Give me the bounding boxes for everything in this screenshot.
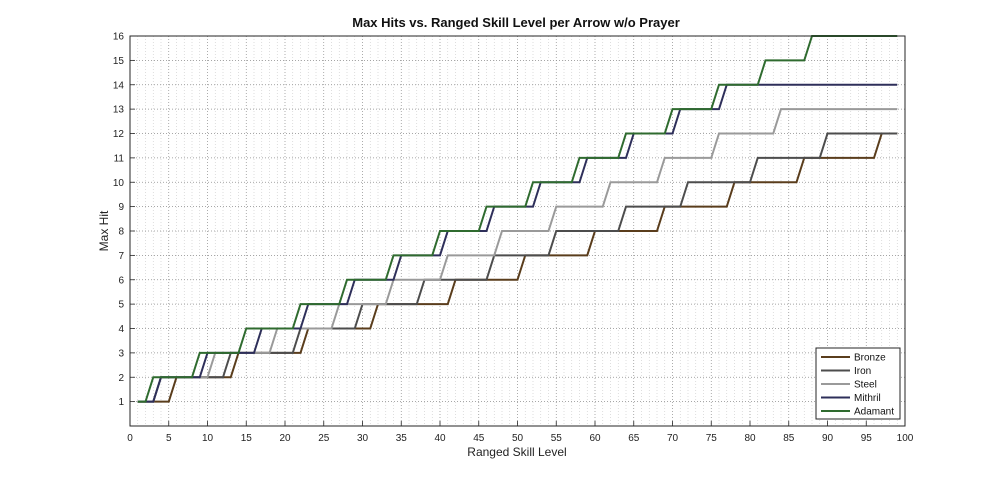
series-layer xyxy=(137,35,898,403)
legend-label-bronze: Bronze xyxy=(854,353,886,364)
x-tick-label: 10 xyxy=(202,433,214,444)
y-axis-label: Max Hit xyxy=(97,210,111,251)
y-tick-label: 8 xyxy=(118,227,124,238)
y-tick-label: 6 xyxy=(118,275,124,286)
x-tick-label: 25 xyxy=(318,433,330,444)
series-line-steel xyxy=(137,108,898,403)
x-tick-label: 45 xyxy=(473,433,485,444)
y-tick-label: 4 xyxy=(118,324,124,335)
y-tick-label: 11 xyxy=(114,153,125,164)
x-tick-label: 70 xyxy=(667,433,679,444)
y-tick-label: 5 xyxy=(118,300,124,311)
chart-title: Max Hits vs. Ranged Skill Level per Arro… xyxy=(352,15,680,30)
series-line-adamant xyxy=(137,35,898,403)
y-tick-label: 1 xyxy=(118,397,124,408)
y-tick-label: 12 xyxy=(113,129,125,140)
x-tick-label: 65 xyxy=(628,433,640,444)
x-tick-label: 75 xyxy=(706,433,718,444)
legend-label-steel: Steel xyxy=(854,380,877,391)
x-tick-label: 60 xyxy=(589,433,601,444)
legend[interactable]: Bronze Iron Steel Mithril Adamant xyxy=(815,347,901,420)
x-tick-label: 80 xyxy=(744,433,756,444)
x-tick-label: 100 xyxy=(897,433,914,444)
x-tick-label: 40 xyxy=(434,433,446,444)
y-tick-label: 7 xyxy=(118,251,124,262)
y-tick-label: 15 xyxy=(113,56,125,67)
x-tick-label: 35 xyxy=(396,433,408,444)
x-axis: 0 5 10 15 20 25 30 35 40 45 50 55 60 65 70 75 80 85 90 95 10… xyxy=(127,421,914,444)
x-tick-label: 30 xyxy=(357,433,369,444)
y-tick-label: 10 xyxy=(113,178,125,189)
legend-label-iron: Iron xyxy=(854,366,871,377)
x-tick-label: 5 xyxy=(166,433,172,444)
x-axis-label: Ranged Skill Level xyxy=(467,445,566,459)
y-tick-label: 16 xyxy=(113,32,125,43)
x-tick-label: 50 xyxy=(512,433,524,444)
y-tick-label: 13 xyxy=(113,105,125,116)
x-tick-label: 95 xyxy=(861,433,873,444)
legend-label-mithril: Mithril xyxy=(854,393,881,404)
legend-label-adamant: Adamant xyxy=(854,407,894,418)
y-tick-label: 2 xyxy=(118,373,124,384)
x-tick-label: 90 xyxy=(822,433,834,444)
y-tick-label: 14 xyxy=(113,80,125,91)
x-tick-label: 15 xyxy=(241,433,253,444)
y-tick-label: 9 xyxy=(118,202,124,213)
x-tick-label: 85 xyxy=(783,433,795,444)
x-tick-label: 0 xyxy=(127,433,133,444)
x-tick-label: 55 xyxy=(551,433,563,444)
x-tick-label: 20 xyxy=(279,433,291,444)
y-tick-label: 3 xyxy=(118,348,124,359)
